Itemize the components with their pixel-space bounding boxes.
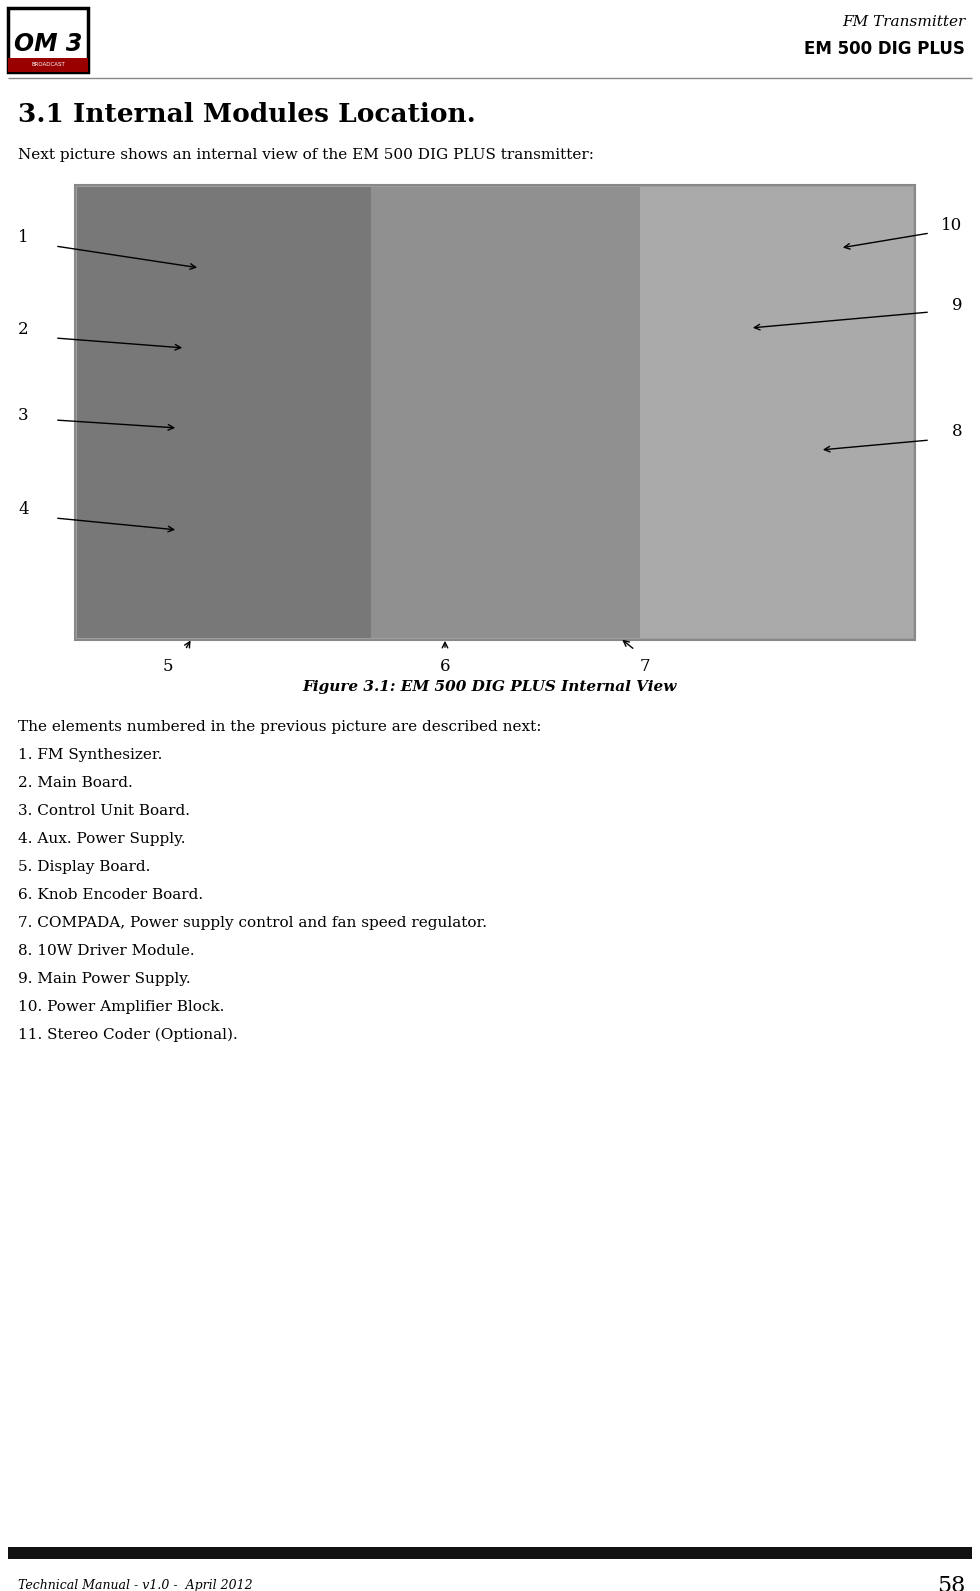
Text: 7. COMPADA, Power supply control and fan speed regulator.: 7. COMPADA, Power supply control and fan… — [18, 916, 487, 931]
Text: 6. Knob Encoder Board.: 6. Knob Encoder Board. — [18, 888, 203, 902]
Text: 10: 10 — [941, 216, 962, 234]
Bar — [8, 1546, 972, 1559]
Text: Next picture shows an internal view of the EM 500 DIG PLUS transmitter:: Next picture shows an internal view of t… — [18, 148, 594, 162]
Text: 11. Stereo Coder (Optional).: 11. Stereo Coder (Optional). — [18, 1028, 238, 1042]
Text: 1: 1 — [18, 229, 28, 247]
Text: 7: 7 — [640, 659, 651, 675]
Text: 2. Main Board.: 2. Main Board. — [18, 776, 132, 791]
Text: Technical Manual - v1.0 -  April 2012: Technical Manual - v1.0 - April 2012 — [18, 1578, 253, 1591]
Text: 58: 58 — [937, 1575, 965, 1591]
Text: 3.1 Internal Modules Location.: 3.1 Internal Modules Location. — [18, 102, 475, 127]
Text: FM Transmitter: FM Transmitter — [842, 14, 965, 29]
Bar — [8, 57, 88, 72]
Text: 9: 9 — [952, 296, 962, 313]
Text: Figure 3.1: EM 500 DIG PLUS Internal View: Figure 3.1: EM 500 DIG PLUS Internal Vie… — [303, 679, 677, 694]
Bar — [371, 188, 640, 638]
Text: 1. FM Synthesizer.: 1. FM Synthesizer. — [18, 748, 163, 762]
Text: 4: 4 — [18, 501, 28, 519]
Text: BROADCAST: BROADCAST — [31, 62, 65, 67]
Text: 3. Control Unit Board.: 3. Control Unit Board. — [18, 803, 190, 818]
Text: 4. Aux. Power Supply.: 4. Aux. Power Supply. — [18, 832, 185, 846]
Text: 3: 3 — [18, 406, 28, 423]
Text: 8. 10W Driver Module.: 8. 10W Driver Module. — [18, 943, 195, 958]
Bar — [77, 188, 371, 638]
Bar — [640, 188, 913, 638]
Text: 6: 6 — [440, 659, 450, 675]
Text: 8: 8 — [952, 423, 962, 441]
Text: 2: 2 — [18, 321, 28, 339]
Text: The elements numbered in the previous picture are described next:: The elements numbered in the previous pi… — [18, 721, 542, 733]
Text: EM 500 DIG PLUS: EM 500 DIG PLUS — [805, 40, 965, 57]
Bar — [75, 185, 915, 640]
Bar — [8, 8, 88, 72]
Text: 5. Display Board.: 5. Display Board. — [18, 861, 150, 873]
Text: OM 3: OM 3 — [14, 32, 82, 56]
Text: 10. Power Amplifier Block.: 10. Power Amplifier Block. — [18, 1001, 224, 1013]
Text: 9. Main Power Supply.: 9. Main Power Supply. — [18, 972, 191, 986]
Text: 5: 5 — [163, 659, 173, 675]
